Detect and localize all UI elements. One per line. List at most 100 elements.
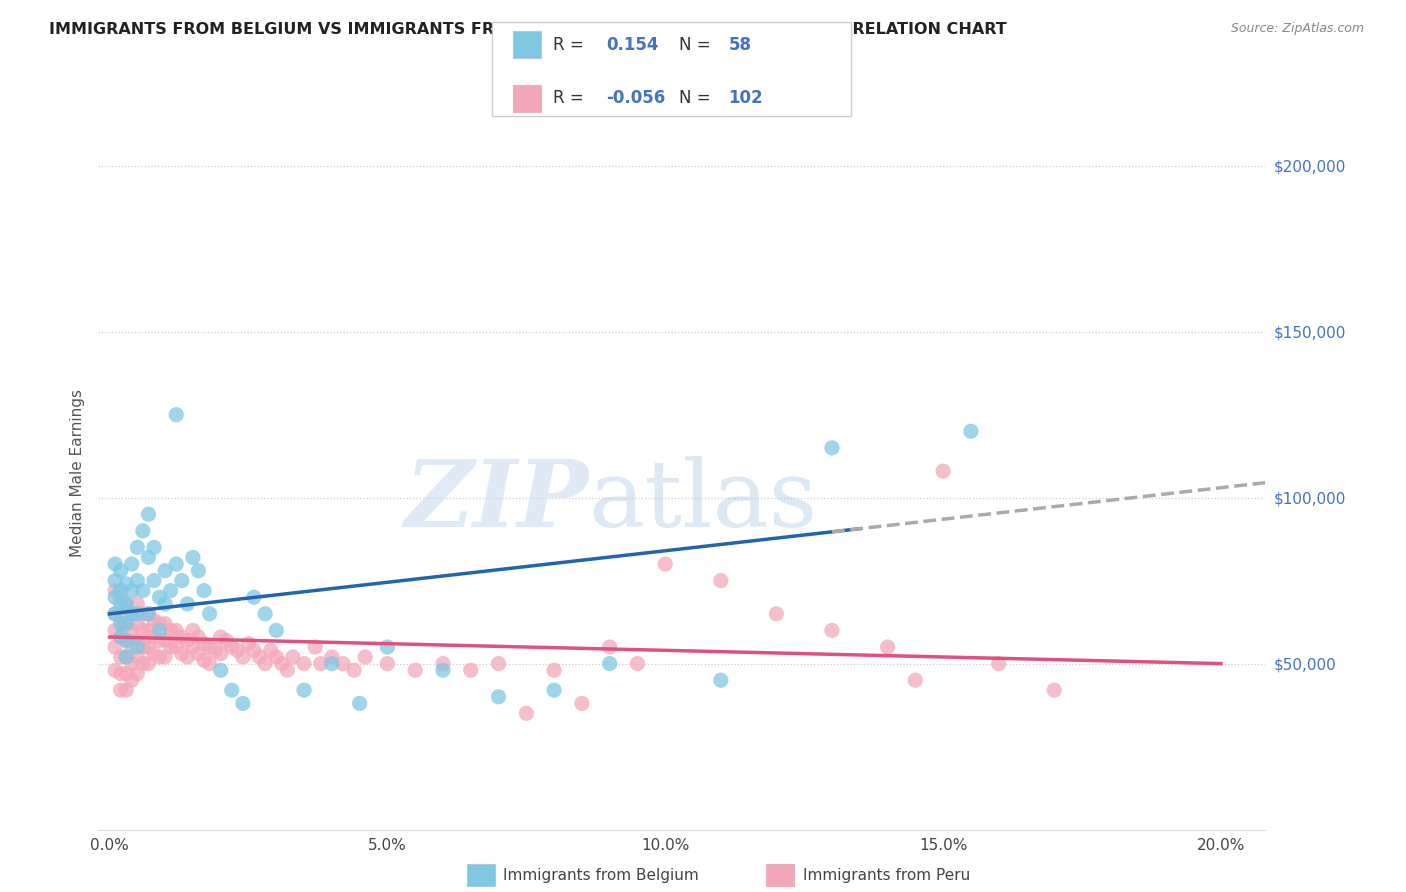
Point — [349, 697, 371, 711]
Point — [121, 607, 143, 621]
Point — [543, 683, 565, 698]
Point — [354, 650, 377, 665]
Point — [110, 630, 132, 644]
Point — [543, 663, 565, 677]
Point — [121, 624, 143, 638]
Point — [104, 591, 127, 605]
Point — [460, 663, 482, 677]
Point — [138, 640, 160, 654]
Point — [110, 564, 132, 578]
Point — [153, 650, 176, 665]
Point — [309, 657, 332, 671]
Point — [115, 597, 138, 611]
Point — [249, 650, 271, 665]
Y-axis label: Median Male Earnings: Median Male Earnings — [69, 389, 84, 557]
Point — [127, 574, 149, 588]
Point — [132, 640, 155, 654]
Point — [204, 643, 226, 657]
Text: N =: N = — [679, 36, 710, 54]
Point — [159, 583, 181, 598]
Point — [104, 607, 127, 621]
Point — [127, 541, 149, 555]
Text: -0.056: -0.056 — [606, 89, 665, 107]
Point — [115, 633, 138, 648]
Point — [165, 640, 187, 654]
Point — [104, 640, 127, 654]
Point — [181, 550, 204, 565]
Point — [143, 630, 166, 644]
Point — [254, 607, 277, 621]
Point — [198, 657, 221, 671]
Text: R =: R = — [553, 89, 583, 107]
Point — [488, 657, 510, 671]
Text: R =: R = — [553, 36, 583, 54]
Point — [110, 591, 132, 605]
Point — [138, 607, 160, 621]
Point — [292, 657, 315, 671]
Point — [198, 640, 221, 654]
Point — [221, 640, 243, 654]
Point — [904, 673, 927, 688]
Point — [270, 657, 292, 671]
Point — [193, 583, 215, 598]
Point — [238, 637, 260, 651]
Point — [121, 673, 143, 688]
Text: ZIP: ZIP — [405, 457, 589, 546]
Point — [104, 663, 127, 677]
Point — [987, 657, 1010, 671]
Point — [932, 464, 955, 478]
Point — [187, 564, 209, 578]
Point — [110, 583, 132, 598]
Point — [110, 610, 132, 624]
Point — [110, 683, 132, 698]
Text: Source: ZipAtlas.com: Source: ZipAtlas.com — [1230, 22, 1364, 36]
Point — [148, 591, 170, 605]
Point — [1043, 683, 1066, 698]
Point — [138, 550, 160, 565]
Point — [153, 564, 176, 578]
Point — [115, 616, 138, 631]
Point — [115, 650, 138, 665]
Point — [187, 630, 209, 644]
Point — [432, 657, 454, 671]
Point — [170, 630, 193, 644]
Point — [110, 666, 132, 681]
Point — [115, 633, 138, 648]
Point — [143, 574, 166, 588]
Point — [110, 650, 132, 665]
Point — [115, 683, 138, 698]
Point — [148, 650, 170, 665]
Point — [599, 657, 621, 671]
Point — [281, 650, 304, 665]
Point — [176, 650, 198, 665]
Point — [165, 557, 187, 571]
Text: atlas: atlas — [589, 457, 818, 546]
Point — [187, 647, 209, 661]
Point — [292, 683, 315, 698]
Point — [165, 624, 187, 638]
Point — [148, 633, 170, 648]
Point — [232, 650, 254, 665]
Point — [121, 657, 143, 671]
Point — [243, 591, 266, 605]
Point — [104, 557, 127, 571]
Point — [104, 583, 127, 598]
Point — [115, 577, 138, 591]
Point — [321, 650, 343, 665]
Point — [710, 574, 733, 588]
Point — [515, 706, 537, 721]
Point — [121, 583, 143, 598]
Point — [148, 624, 170, 638]
Point — [127, 633, 149, 648]
Point — [148, 616, 170, 631]
Point — [876, 640, 898, 654]
Text: 58: 58 — [728, 36, 751, 54]
Point — [159, 624, 181, 638]
Point — [138, 607, 160, 621]
Point — [127, 640, 149, 654]
Point — [264, 624, 287, 638]
Point — [221, 683, 243, 698]
Point — [209, 647, 232, 661]
Point — [127, 666, 149, 681]
Point — [104, 624, 127, 638]
